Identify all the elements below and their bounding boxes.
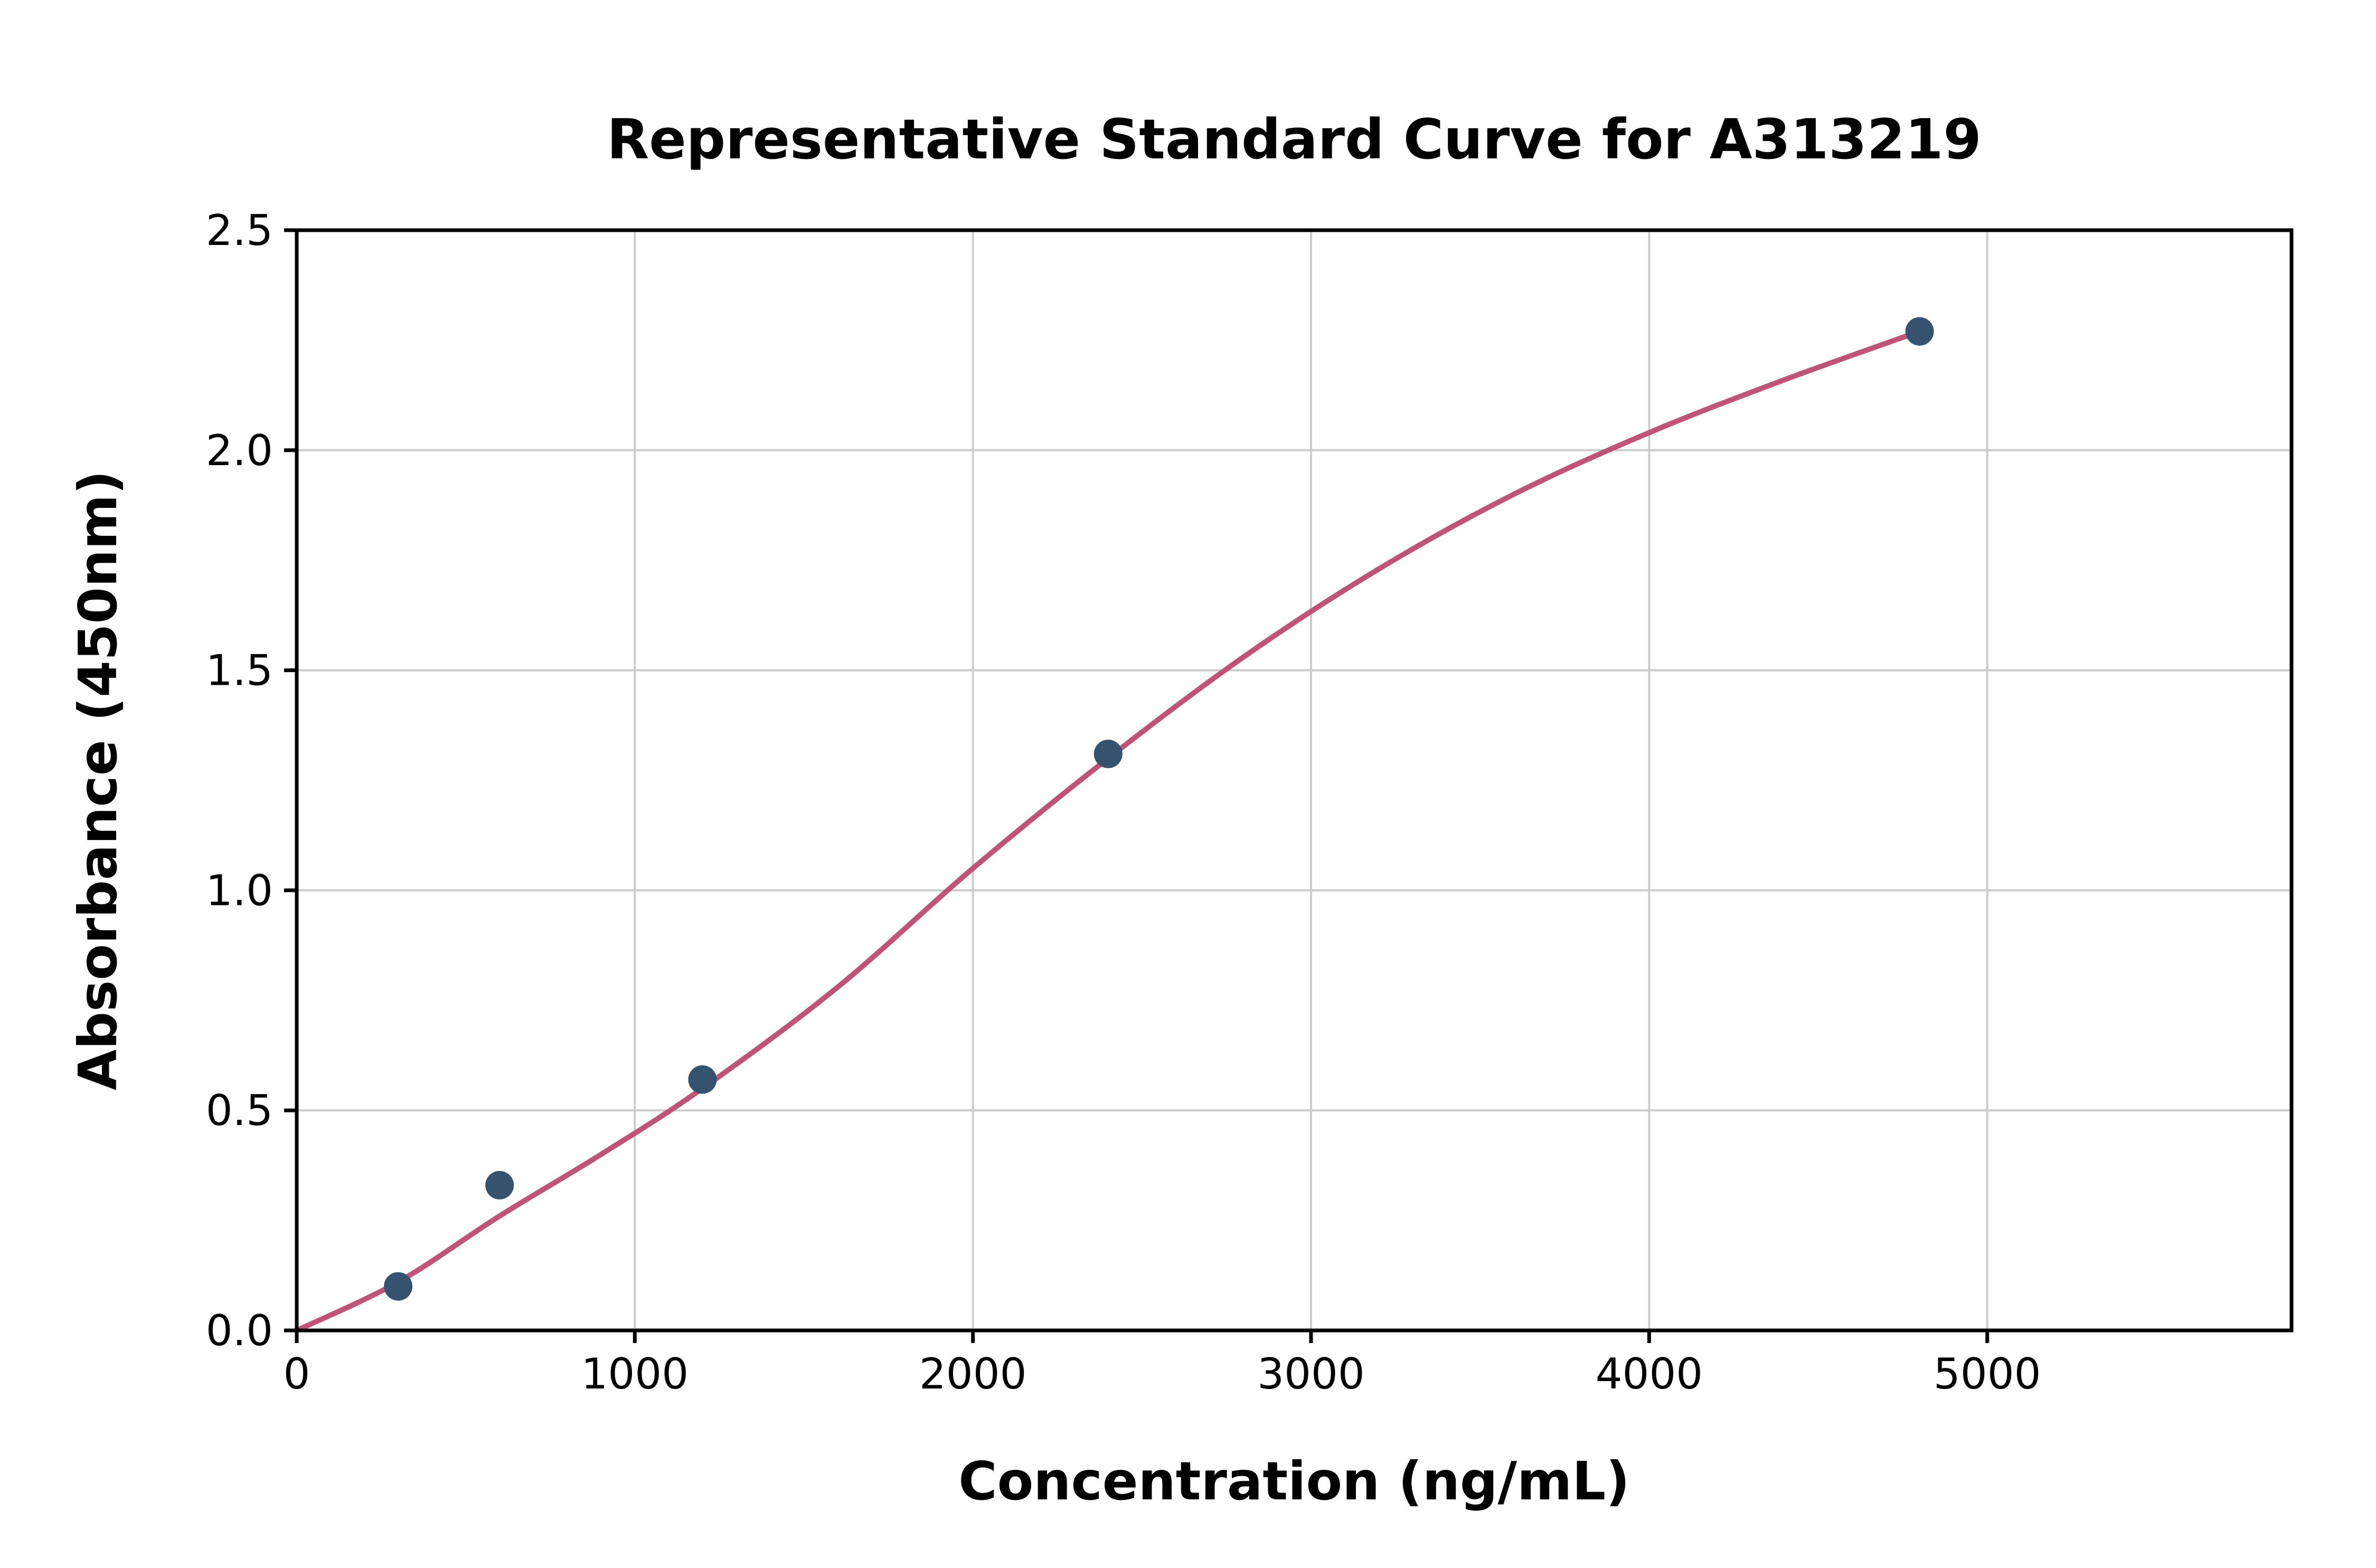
y-tick-label: 0.0 <box>206 1306 273 1355</box>
x-tick-label: 4000 <box>1596 1349 1703 1399</box>
data-point <box>688 1065 717 1094</box>
fit-curve <box>294 328 1922 1333</box>
chart-title: Representative Standard Curve for A31321… <box>607 107 1982 172</box>
data-point <box>384 1272 413 1301</box>
data-point <box>1905 317 1934 346</box>
y-tick-label: 2.5 <box>206 206 273 255</box>
y-axis-label: Absorbance (450nm) <box>67 470 129 1090</box>
x-tick-label: 5000 <box>1934 1349 2041 1399</box>
x-tick-label: 3000 <box>1257 1349 1365 1399</box>
y-tick-label: 0.5 <box>206 1086 273 1135</box>
data-point <box>485 1170 514 1199</box>
axes-frame <box>295 228 2294 1333</box>
plot-area: 0 1000 2000 3000 4000 5000 0.0 0.5 1.0 1.5 2.0 2.5 <box>206 206 2294 1399</box>
x-tick-label: 0 <box>284 1349 310 1399</box>
y-tick-label: 2.0 <box>206 426 273 475</box>
x-tick-label: 1000 <box>581 1349 689 1399</box>
data-point <box>1093 740 1123 768</box>
x-tick-label: 2000 <box>919 1349 1027 1399</box>
y-tick-label: 1.0 <box>206 866 273 915</box>
y-tick-label: 1.5 <box>206 646 273 695</box>
x-axis-label: Concentration (ng/mL) <box>958 1450 1630 1512</box>
